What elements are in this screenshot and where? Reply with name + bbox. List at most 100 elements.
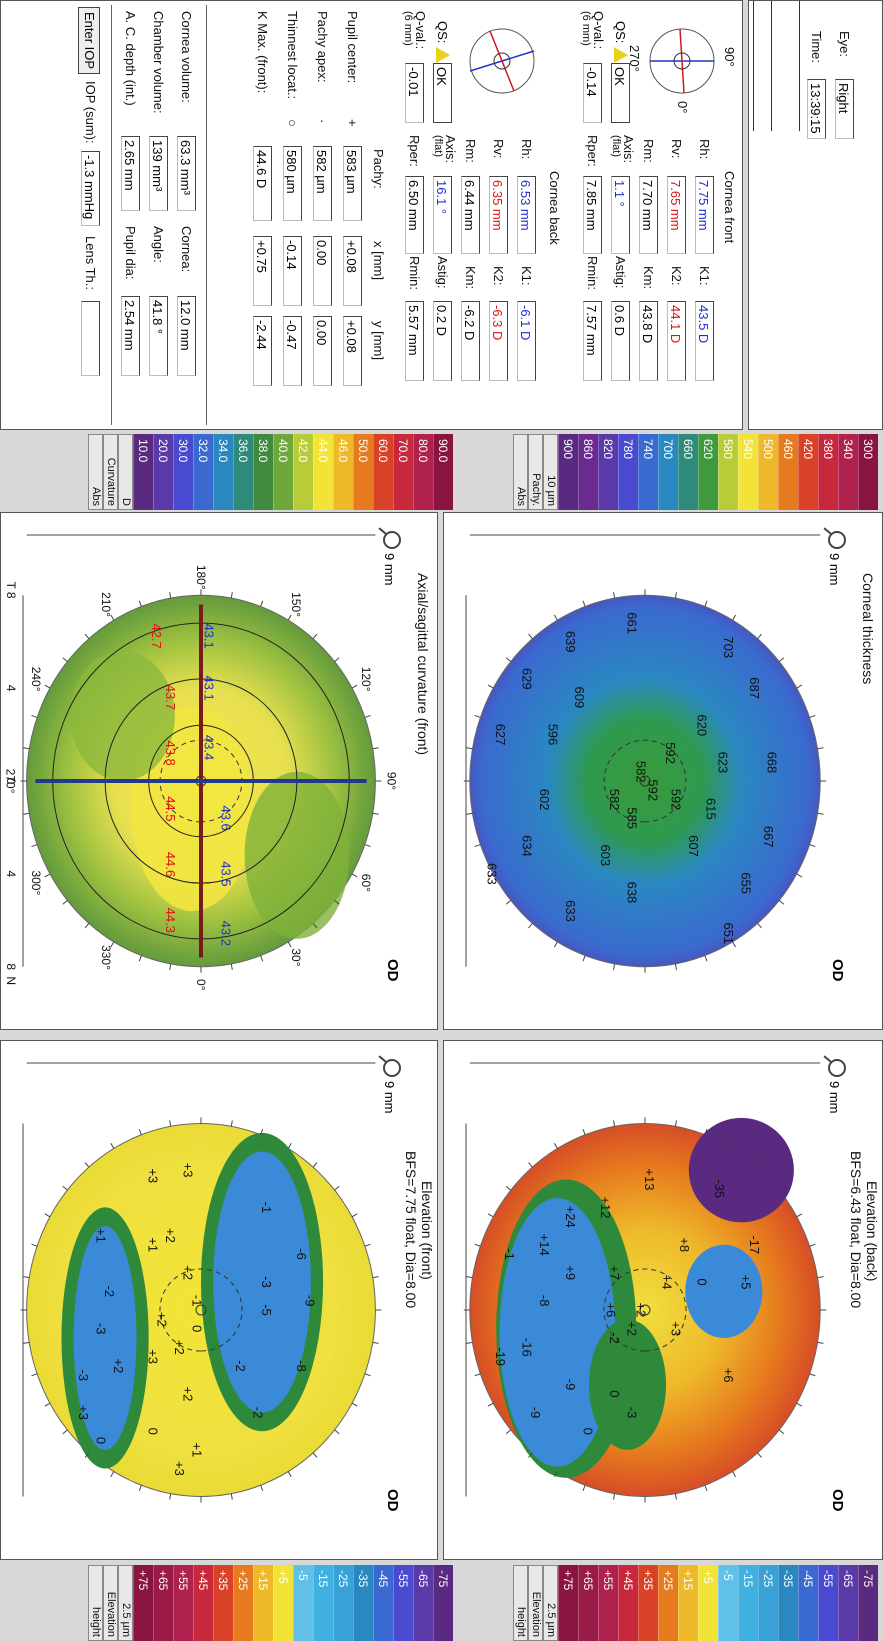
front-rv: 7.65 mm xyxy=(667,176,686,254)
angle-tick xyxy=(44,1402,51,1407)
map-value: -16 xyxy=(519,1338,534,1357)
angle-tick xyxy=(466,812,473,815)
map-value: 633 xyxy=(484,863,499,885)
map-title: Axial/sagittal curvature (front) xyxy=(415,573,431,756)
angle-tick xyxy=(110,941,115,948)
magnifier-icon[interactable] xyxy=(828,1059,846,1077)
scale-value: 46.0 xyxy=(333,434,353,510)
scale-value: -35 xyxy=(778,1565,798,1641)
od-label: OD xyxy=(829,959,846,982)
back-k2: -6.3 D xyxy=(489,301,508,381)
scale-value: -5 xyxy=(718,1565,738,1641)
measure-x: 0.00 xyxy=(313,236,332,306)
angle-tick xyxy=(84,633,90,640)
angle-label: 270° xyxy=(4,769,18,794)
angle-tick xyxy=(138,955,142,962)
angle-tick xyxy=(260,1485,264,1492)
map-value: +2 xyxy=(154,1312,169,1327)
map-value: -2 xyxy=(233,1360,248,1372)
map-value: +3 xyxy=(172,1461,187,1476)
magnifier-icon[interactable] xyxy=(383,1059,401,1077)
map-value: -8 xyxy=(294,1360,309,1372)
scale-value: +5 xyxy=(698,1565,718,1641)
map-value: +2 xyxy=(172,1340,187,1355)
angle-value: 41.8 ° xyxy=(149,296,168,376)
angle-tick xyxy=(704,955,708,962)
angle-tick xyxy=(62,900,68,905)
angle-tick xyxy=(582,955,586,962)
angle-tick xyxy=(487,684,494,689)
rh-label: Rh: xyxy=(697,139,712,160)
scale-value: 860 xyxy=(578,434,598,510)
map-canvas: 42.7 43.7 43.8 44.5 44.6 44.3 43.1 43.1 43.4 43.6… xyxy=(4,534,398,991)
map-value: -3 xyxy=(259,1276,274,1288)
angle-tick xyxy=(372,812,379,815)
angle-tick xyxy=(260,600,264,607)
angle-tick xyxy=(110,1143,115,1149)
angle-label: 90° xyxy=(384,772,398,790)
corneal-thickness-map[interactable]: 661 703 687 668 667 655 651 639 609 620 623 615 607 6… xyxy=(443,512,883,1030)
map-value: +2 xyxy=(633,1303,648,1318)
map-value: 687 xyxy=(747,677,762,699)
map-value: +13 xyxy=(642,1168,657,1190)
elevation-back-map[interactable]: +13 -35 -17 +5 0 +6 -3 0 +12 +8 +4 +3 +2 0 +24 +7 +2 -2 -9… xyxy=(443,1040,883,1560)
angle-tick xyxy=(334,657,340,662)
angle-tick xyxy=(169,1120,172,1127)
rper-label: Rper: xyxy=(407,135,422,167)
angle-tick xyxy=(23,747,30,750)
angle-tick xyxy=(704,1128,708,1135)
angle-tick xyxy=(674,1493,677,1500)
elevation-front-map[interactable]: +3 -1 -6 -9 -8 -2 +1 +3 +1 -3 -5 -2 +2 0 +3 +2 -1 0 +2 0 +1 +… xyxy=(0,1040,438,1560)
angle-tick xyxy=(582,1485,586,1492)
scale-value: 60.0 xyxy=(373,434,393,510)
curvature-scale: 90.0 80.0 70.0 60.0 50.0 46.0 44.0 42.0 40.0 38.0… xyxy=(88,434,453,510)
measure-label: Pachy apex: xyxy=(315,11,330,83)
angle-tick xyxy=(674,1120,677,1127)
qmm-label: (6 mm) xyxy=(402,11,414,46)
scale-unit: 2.5 µm xyxy=(543,1565,558,1641)
measure-symbol: ○ xyxy=(285,119,300,127)
k1-label: K1: xyxy=(697,266,712,286)
angle-tick xyxy=(757,1452,762,1458)
angle-tick xyxy=(312,1162,318,1168)
magnifier-icon[interactable] xyxy=(828,531,846,549)
axial-curvature-map[interactable]: 42.7 43.7 43.8 44.5 44.6 44.3 43.1 43.1 43.4 43.6… xyxy=(0,512,438,1030)
scale-value: 36.0 xyxy=(233,434,253,510)
rmin-label: Rmin: xyxy=(585,256,600,290)
angle-tick xyxy=(31,1243,38,1247)
rm-label: Rm: xyxy=(463,139,478,163)
curvature-value: 43.8 xyxy=(163,740,178,765)
zoom-label: 9 mm xyxy=(827,553,842,586)
pupil-center xyxy=(639,1304,651,1316)
axis-tick: 8 xyxy=(4,963,18,970)
map-value: 582 xyxy=(633,761,648,783)
measure-pachy: 44.6 D xyxy=(253,146,272,221)
scale-value: +45 xyxy=(618,1565,638,1641)
map-value: +12 xyxy=(598,1196,613,1218)
map-value: 582 xyxy=(607,789,622,811)
curvature-value: 44.6 xyxy=(163,852,178,877)
km-label: Km: xyxy=(463,266,478,290)
angle-tick xyxy=(674,963,677,970)
map-title: Elevation (front) xyxy=(419,1181,435,1280)
map-value: -9 xyxy=(303,1295,318,1307)
angle-label: 120° xyxy=(359,667,373,692)
measure-y: -0.47 xyxy=(283,316,302,386)
axis-tick: 4 xyxy=(4,871,18,878)
k2-label: K2: xyxy=(491,266,506,286)
map-value: 623 xyxy=(716,752,731,774)
scale-value: 340 xyxy=(838,434,858,510)
angle-tick xyxy=(796,873,803,878)
lens-value[interactable] xyxy=(81,301,100,376)
astig-label: Astig: xyxy=(613,256,628,289)
front-rper: 7.85 mm xyxy=(583,176,602,254)
angle-tick xyxy=(364,1243,371,1247)
scale-value: 90.0 xyxy=(433,434,453,510)
enter-iop-button[interactable]: Enter IOP xyxy=(78,7,100,75)
magnifier-icon[interactable] xyxy=(383,531,401,549)
front-axis: 1.1 ° xyxy=(611,176,630,254)
scale-unit: Elevation xyxy=(103,1565,118,1641)
angle-tick xyxy=(582,600,586,607)
rv-label: Rv: xyxy=(669,139,684,159)
scale-value: 700 xyxy=(658,434,678,510)
